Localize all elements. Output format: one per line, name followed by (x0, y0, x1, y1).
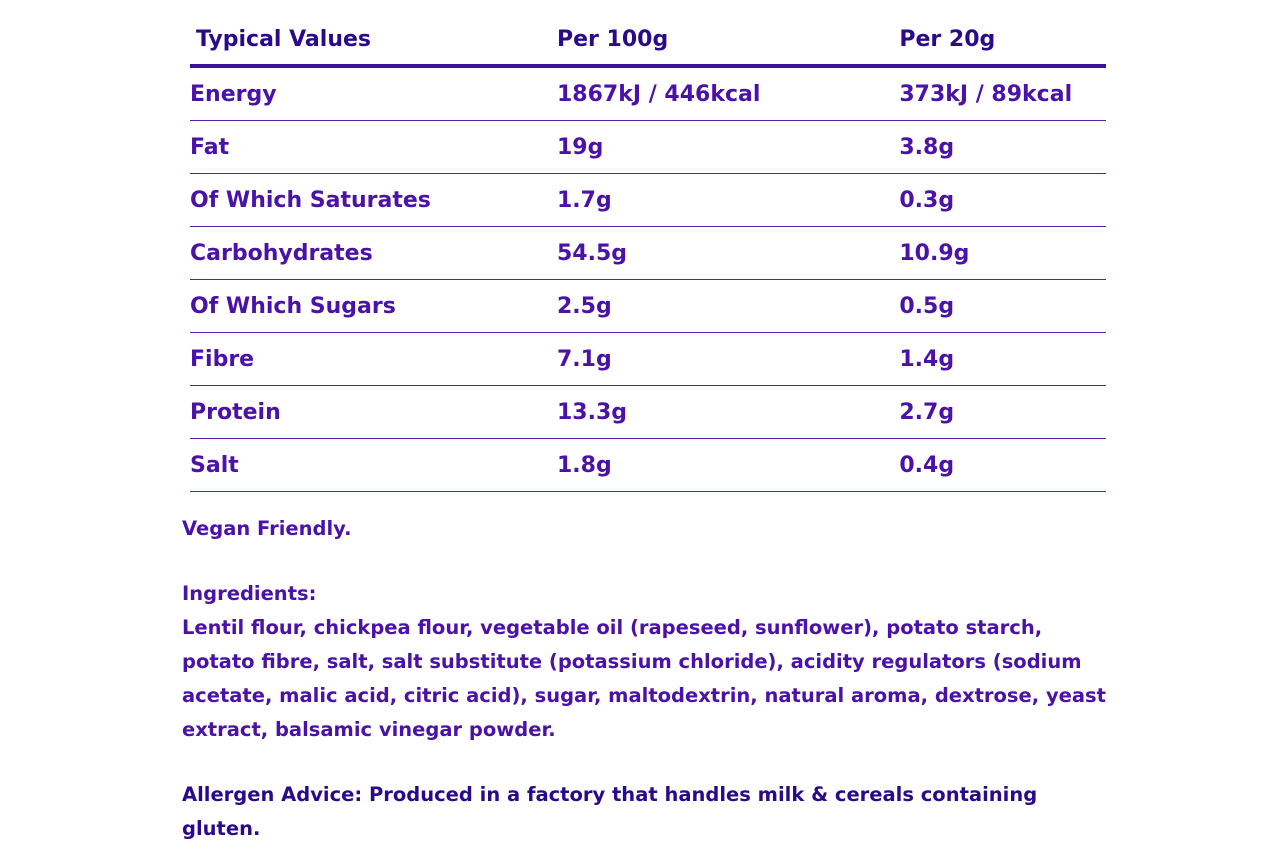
value-per-20g: 0.4g (899, 438, 1106, 492)
value-per-100g: 2.5g (557, 279, 900, 333)
value-per-20g: 1.4g (899, 332, 1106, 386)
value-per-20g: 0.3g (899, 173, 1106, 227)
allergen-advice: Allergen Advice: Produced in a factory t… (182, 783, 1038, 840)
table-row: Protein 13.3g 2.7g (190, 385, 1106, 439)
header-per-20g: Per 20g (899, 14, 1106, 68)
nutrient-name: Energy (190, 66, 557, 121)
table-row: Of Which Saturates 1.7g 0.3g (190, 173, 1106, 227)
table-row: Fat 19g 3.8g (190, 120, 1106, 174)
nutrient-name: Salt (190, 438, 557, 492)
nutrient-name: Of Which Saturates (190, 173, 557, 227)
value-per-100g: 19g (557, 120, 900, 174)
value-per-100g: 54.5g (557, 226, 900, 280)
nutrient-name: Fat (190, 120, 557, 174)
value-per-100g: 1.8g (557, 438, 900, 492)
value-per-20g: 2.7g (899, 385, 1106, 439)
value-per-100g: 1867kJ / 446kcal (557, 66, 900, 121)
table-row: Fibre 7.1g 1.4g (190, 332, 1106, 386)
nutrient-name: Carbohydrates (190, 226, 557, 280)
value-per-100g: 13.3g (557, 385, 900, 439)
value-per-100g: 1.7g (557, 173, 900, 227)
value-per-20g: 373kJ / 89kcal (899, 66, 1106, 121)
table-header-row: Typical Values Per 100g Per 20g (190, 14, 1106, 68)
table-row: Of Which Sugars 2.5g 0.5g (190, 279, 1106, 333)
nutrient-name: Of Which Sugars (190, 279, 557, 333)
header-typical-values: Typical Values (190, 14, 557, 68)
value-per-20g: 3.8g (899, 120, 1106, 174)
table-row: Carbohydrates 54.5g 10.9g (190, 226, 1106, 280)
nutrition-table: Typical Values Per 100g Per 20g Energy 1… (190, 14, 1106, 492)
value-per-100g: 7.1g (557, 332, 900, 386)
vegan-friendly-note: Vegan Friendly. (182, 517, 352, 540)
header-per-100g: Per 100g (557, 14, 900, 68)
table-row: Salt 1.8g 0.4g (190, 438, 1106, 492)
ingredients-heading: Ingredients: (182, 582, 317, 605)
nutrient-name: Protein (190, 385, 557, 439)
table-row: Energy 1867kJ / 446kcal 373kJ / 89kcal (190, 66, 1106, 121)
ingredients-list: Lentil flour, chickpea flour, vegetable … (182, 616, 1106, 741)
value-per-20g: 0.5g (899, 279, 1106, 333)
nutrient-name: Fibre (190, 332, 557, 386)
value-per-20g: 10.9g (899, 226, 1106, 280)
